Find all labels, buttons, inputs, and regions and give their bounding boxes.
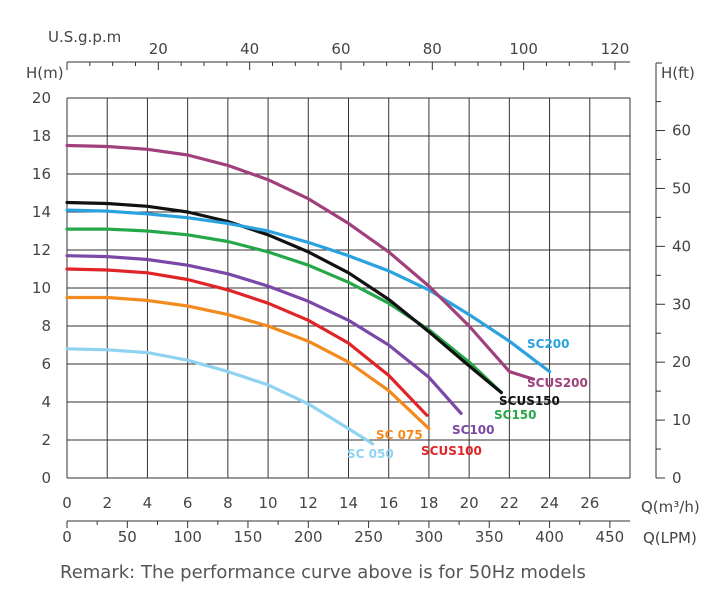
- y-tick-label: 14: [32, 203, 51, 221]
- series-label-scus200: SCUS200: [527, 376, 588, 390]
- y2-tick-label: 40: [672, 237, 691, 255]
- x-tick-label: 8: [223, 494, 233, 512]
- y-tick-label: 12: [32, 241, 51, 259]
- x-tick-label: 16: [379, 494, 398, 512]
- top-tick-label: 20: [149, 40, 168, 58]
- lpm-tick-label: 300: [415, 528, 444, 546]
- series-label-sc050: SC 050: [347, 447, 394, 461]
- y2-tick-label: 10: [672, 411, 691, 429]
- series-label-sc200: SC200: [527, 337, 570, 351]
- x-tick-label: 26: [580, 494, 599, 512]
- top-tick-label: 60: [331, 40, 350, 58]
- series-label-scus150: SCUS150: [499, 394, 560, 408]
- series-label-sc150: SC150: [494, 408, 537, 422]
- y-axis-label: H(m): [26, 64, 64, 82]
- x-tick-label: 22: [500, 494, 519, 512]
- x-tick-label: 2: [102, 494, 112, 512]
- series-lines: [65, 143, 552, 446]
- lpm-tick-label: 50: [118, 528, 137, 546]
- x-tick-label: 20: [460, 494, 479, 512]
- top-tick-label: 40: [240, 40, 259, 58]
- x-tick-label: 12: [299, 494, 318, 512]
- grid: [66, 97, 631, 479]
- lpm-tick-label: 0: [62, 528, 72, 546]
- y-tick-label: 4: [41, 393, 51, 411]
- series-label-scus100: SCUS100: [421, 444, 482, 458]
- x-axis-label: Q(m³/h): [641, 498, 700, 516]
- lpm-tick-label: 350: [475, 528, 504, 546]
- top-tick-label: 100: [509, 40, 538, 58]
- series-line-sc050: [65, 347, 375, 446]
- series-line-sc200: [65, 208, 552, 374]
- lpm-tick-label: 250: [354, 528, 383, 546]
- top-tick-label: 120: [601, 40, 630, 58]
- y-tick-label: 2: [41, 431, 51, 449]
- y-tick-label: 8: [41, 317, 51, 335]
- y2-axis-label: H(ft): [661, 64, 695, 82]
- y-tick-label: 6: [41, 355, 51, 373]
- y-tick-label: 20: [32, 89, 51, 107]
- lpm-tick-label: 150: [234, 528, 263, 546]
- x-tick-label: 24: [540, 494, 559, 512]
- y2-tick-label: 60: [672, 122, 691, 140]
- lpm-tick-label: 100: [173, 528, 202, 546]
- x-tick-label: 18: [419, 494, 438, 512]
- y2-tick-label: 0: [672, 469, 682, 487]
- lpm-tick-label: 200: [294, 528, 323, 546]
- y2-tick-label: 30: [672, 295, 691, 313]
- x-tick-label: 10: [259, 494, 278, 512]
- series-label-sc100: SC100: [452, 423, 495, 437]
- lpm-axis-label: Q(LPM): [643, 529, 697, 547]
- y2-tick-label: 20: [672, 353, 691, 371]
- y-tick-label: 18: [32, 127, 51, 145]
- x-tick-label: 6: [183, 494, 193, 512]
- remark-text: Remark: The performance curve above is f…: [60, 562, 586, 583]
- x-tick-label: 14: [339, 494, 358, 512]
- y-tick-label: 10: [32, 279, 51, 297]
- y2-tick-label: 50: [672, 179, 691, 197]
- series-label-sc075: SC 075: [376, 428, 423, 442]
- series-line-scus200: [65, 143, 536, 381]
- x-tick-label: 0: [62, 494, 72, 512]
- series-line-sc150: [65, 227, 503, 395]
- y-tick-label: 0: [41, 469, 51, 487]
- y-tick-label: 16: [32, 165, 51, 183]
- top-tick-label: 80: [423, 40, 442, 58]
- series-line-sc075: [65, 295, 431, 431]
- lpm-tick-label: 400: [535, 528, 564, 546]
- series-line-scus150: [65, 200, 503, 395]
- lpm-tick-label: 450: [596, 528, 625, 546]
- x-tick-label: 4: [143, 494, 153, 512]
- series-line-scus100: [65, 267, 429, 417]
- top-axis-label: U.S.g.p.m: [48, 28, 121, 46]
- series-line-sc100: [65, 254, 463, 415]
- axes: [66, 61, 665, 528]
